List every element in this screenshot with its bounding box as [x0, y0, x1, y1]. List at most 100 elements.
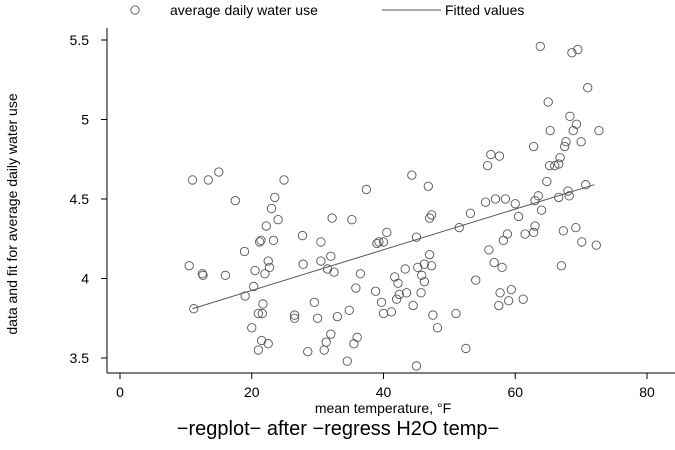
data-point — [432, 323, 443, 333]
chart-note: −regplot− after −regress H2O temp− — [177, 418, 499, 440]
data-point — [344, 305, 354, 315]
data-point — [545, 125, 555, 136]
data-point — [408, 300, 418, 311]
data-point — [322, 264, 333, 274]
data-point — [471, 275, 481, 285]
data-point — [550, 160, 560, 171]
data-point — [513, 211, 524, 222]
data-point — [573, 44, 583, 55]
data-point — [230, 195, 240, 206]
y-axis-ticks: 3.5 4 4.5 5 5.5 — [70, 32, 107, 366]
data-point — [214, 167, 224, 177]
data-point — [347, 215, 357, 225]
data-point — [424, 249, 435, 260]
data-point — [542, 176, 552, 187]
data-point — [326, 329, 336, 339]
y-tick-label: 4.5 — [70, 191, 90, 207]
data-point — [393, 278, 403, 288]
data-point — [571, 222, 581, 233]
data-point — [564, 191, 574, 201]
data-point — [352, 332, 362, 342]
data-point — [240, 291, 250, 301]
x-tick-label: 20 — [244, 384, 260, 400]
data-point — [565, 111, 575, 121]
y-tick-label: 4 — [81, 271, 89, 287]
data-point — [555, 153, 565, 163]
data-point — [390, 272, 400, 282]
data-point — [497, 262, 507, 273]
data-point — [424, 213, 435, 223]
y-tick-label: 5 — [81, 112, 89, 128]
data-point — [494, 151, 505, 161]
data-point — [495, 288, 505, 298]
data-point — [581, 180, 591, 190]
data-point — [423, 181, 433, 191]
data-point — [342, 356, 352, 366]
data-point — [289, 313, 300, 323]
data-point — [568, 125, 578, 136]
data-point — [504, 296, 514, 306]
data-point — [561, 137, 571, 147]
x-tick-label: 60 — [507, 384, 523, 400]
data-point — [486, 149, 496, 160]
fitted-line — [192, 184, 595, 310]
data-point — [239, 246, 250, 257]
data-point — [273, 215, 283, 225]
data-point — [419, 259, 429, 269]
data-point — [321, 337, 331, 347]
data-point — [355, 269, 366, 279]
data-point — [454, 222, 464, 233]
data-point — [198, 270, 208, 280]
x-axis-ticks: 0 20 40 60 80 — [116, 373, 655, 400]
legend-label-fitted-values: Fitted values — [445, 2, 524, 18]
data-point — [382, 227, 392, 238]
data-point — [256, 235, 266, 245]
data-point — [536, 205, 547, 215]
data-point — [394, 289, 404, 300]
data-point — [563, 186, 573, 196]
legend: average daily water use Fitted values — [130, 2, 524, 18]
data-point — [480, 197, 491, 207]
data-point — [500, 194, 511, 204]
legend-label-scatter: average daily water use — [170, 2, 318, 18]
data-point — [266, 203, 277, 214]
data-point — [502, 229, 512, 239]
data-point — [400, 264, 410, 274]
data-point — [529, 141, 539, 152]
data-point — [187, 175, 198, 185]
data-point — [253, 308, 263, 319]
data-point — [413, 262, 423, 273]
scatter-points — [184, 41, 604, 371]
x-axis-title: mean temperature, °F — [315, 400, 451, 416]
data-point — [298, 259, 308, 269]
data-point — [461, 343, 471, 354]
data-point — [510, 199, 520, 209]
data-point — [279, 175, 289, 185]
data-point — [556, 261, 567, 271]
data-point — [370, 286, 381, 296]
data-point — [257, 308, 267, 319]
data-point — [530, 195, 540, 206]
data-point — [378, 308, 389, 319]
data-point — [349, 339, 359, 349]
data-point — [571, 119, 582, 129]
data-point — [260, 269, 270, 279]
data-point — [407, 170, 417, 180]
data-point — [411, 232, 422, 242]
data-point — [203, 175, 213, 185]
data-point — [270, 192, 280, 203]
data-point — [309, 297, 319, 307]
x-tick-label: 0 — [116, 384, 124, 400]
data-point — [256, 335, 267, 346]
y-axis-title: data and fit for average daily water use — [4, 93, 20, 334]
data-point — [520, 229, 530, 239]
data-point — [482, 160, 493, 171]
data-point — [326, 251, 336, 261]
data-point — [253, 345, 263, 355]
data-point — [558, 226, 568, 236]
data-point — [544, 160, 555, 171]
data-point — [386, 307, 397, 317]
data-point — [263, 256, 273, 266]
data-point — [297, 230, 308, 241]
